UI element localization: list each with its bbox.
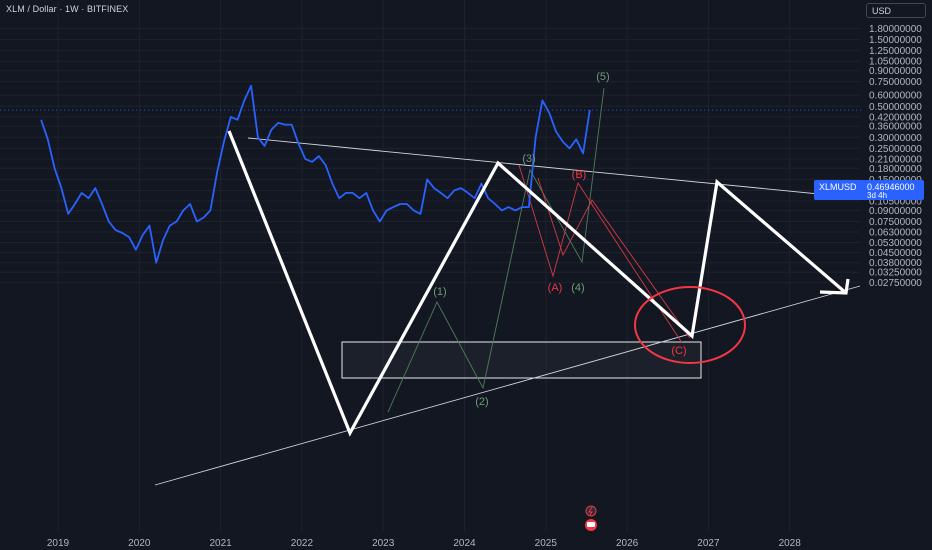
y-tick-label: 0.03250000 [869,268,922,279]
upper-trendline [247,137,861,199]
x-tick-label: 2021 [209,538,232,549]
currency-button[interactable]: USD [866,3,926,18]
lightning-glyph [588,506,593,516]
y-axis: 1.800000001.500000001.250000001.05000000… [869,24,922,289]
price-tag: XLMUSD 0.46946000 3d 4h [814,180,924,200]
trendlines [154,137,861,486]
x-tick-label: 2019 [47,538,70,549]
price-tag-price: 0.46946000 [867,182,915,192]
x-tick-label: 2024 [453,538,476,549]
projection-zigzag [227,130,848,437]
projection-layer [227,130,850,437]
grid-layer [0,0,860,532]
price-series [0,84,862,264]
y-tick-label: 1.50000000 [869,35,922,46]
wave-green-path [387,87,605,413]
y-tick-label: 0.09000000 [869,206,922,217]
target-circle [634,286,746,364]
event-icons [585,505,597,531]
wave-red-path-2 [537,177,691,339]
wave-label-green: (2) [475,396,488,408]
price-tag-symbol: XLMUSD [819,182,857,192]
x-tick-label: 2023 [372,538,395,549]
y-tick-label: 0.42000000 [869,112,922,123]
y-tick-label: 0.03800000 [869,258,922,269]
wave-label-green: (1) [433,286,446,298]
y-tick-label: 0.90000000 [869,66,922,77]
x-tick-label: 2020 [128,538,151,549]
wave-label-green: (3) [522,153,535,165]
price-line [40,84,591,264]
lightning-event-icon [585,505,597,517]
wave-label-red: (B) [572,169,587,181]
wave-label-red: (C) [671,345,686,357]
x-axis: 2019 2020 2021 2022 2023 2024 2025 2026 2027 2028 [47,538,801,549]
wave-green-lines [387,87,605,413]
y-tick-label: 0.02750000 [869,278,922,289]
wave-label-green: (4) [571,282,584,294]
projection-arrowhead [819,278,850,295]
lower-trendline [154,285,861,486]
y-tick-label: 0.25000000 [869,144,922,155]
symbol-title[interactable]: XLM / Dollar · 1W · BITFINEX [6,4,129,14]
y-tick-label: 0.10500000 [869,197,922,208]
wave-label-green: (5) [596,71,609,83]
y-tick-label: 0.18000000 [869,164,922,175]
wave-red-path-1 [518,164,683,344]
y-tick-label: 0.36000000 [869,122,922,133]
wave-labels: (1) (2) (3) (4) (5) (A) (B) (C) [433,71,686,408]
y-tick-label: 1.25000000 [869,46,922,57]
x-tick-label: 2028 [779,538,802,549]
x-tick-label: 2022 [291,538,314,549]
y-tick-label: 0.04500000 [869,248,922,259]
y-tick-label: 0.21000000 [869,154,922,165]
x-tick-label: 2026 [616,538,639,549]
y-tick-label: 0.60000000 [869,91,922,102]
y-tick-label: 0.75000000 [869,77,922,88]
y-tick-label: 0.05300000 [869,238,922,249]
target-circle-ellipse [634,286,746,364]
y-tick-label: 1.80000000 [869,24,922,35]
y-tick-label: 1.05000000 [869,57,922,68]
y-tick-label: 0.50000000 [869,102,922,113]
y-tick-label: 0.06300000 [869,228,922,239]
wave-label-red: (A) [548,282,563,294]
y-tick-label: 0.30000000 [869,133,922,144]
wave-red-lines [518,164,691,344]
x-tick-label: 2025 [535,538,558,549]
y-tick-label: 0.07500000 [869,217,922,228]
price-tag-countdown: 3d 4h [867,191,888,200]
x-tick-label: 2027 [697,538,720,549]
flag-glyph [587,522,595,527]
